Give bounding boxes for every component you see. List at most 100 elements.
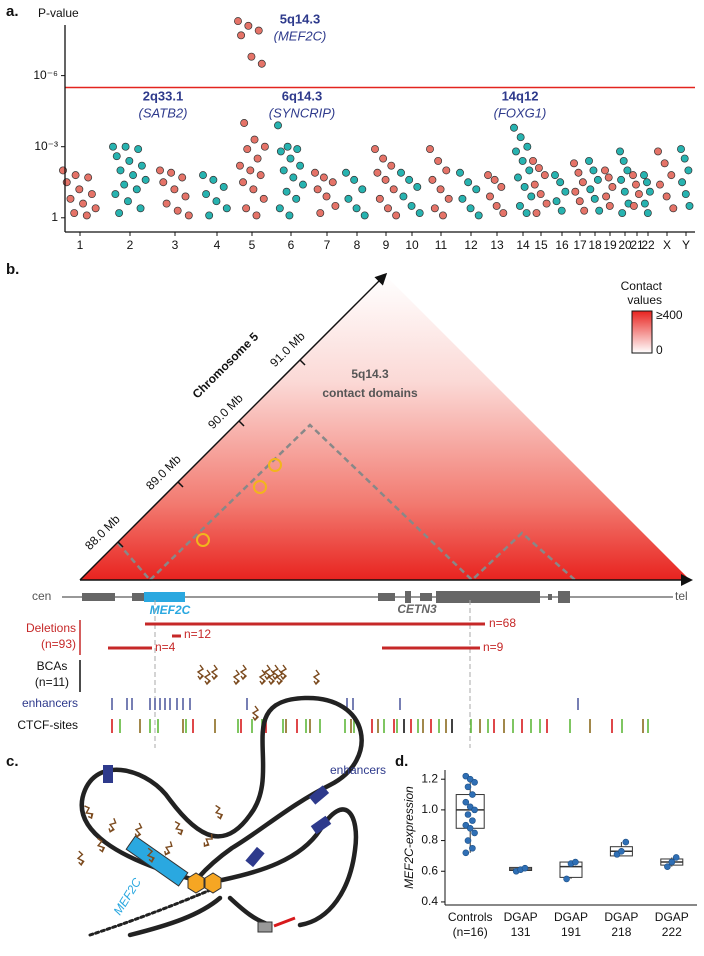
snp-point <box>70 209 79 217</box>
snp-point <box>466 204 475 213</box>
x-tick-label: 6 <box>288 238 295 252</box>
snp-point <box>124 197 132 206</box>
box <box>455 794 485 829</box>
snp-point <box>246 166 255 175</box>
x-tick-label: 12 <box>464 238 478 252</box>
snp-point <box>571 187 580 196</box>
snp-point <box>685 201 694 210</box>
panel-label: d. <box>395 753 408 770</box>
data-point <box>618 848 625 855</box>
snp-point <box>178 173 187 182</box>
snp-point <box>286 154 295 163</box>
deletion-count: n=4 <box>155 640 176 654</box>
snp-point <box>601 166 609 175</box>
mef2c-gene <box>144 592 185 602</box>
x-tick-label: 1 <box>77 238 84 252</box>
snp-point <box>222 204 231 213</box>
snp-point <box>623 166 632 175</box>
x-tick-label: 191 <box>561 925 581 939</box>
x-tick-label: 13 <box>490 238 504 252</box>
zigzag-arrow <box>239 664 248 681</box>
gene-track: cen tel MEF2C CETN3 Deletions (n=93) n=6… <box>17 589 688 748</box>
snp-point <box>434 156 443 165</box>
snp-point <box>561 187 570 196</box>
colorbar <box>631 310 653 354</box>
x-tick-label: DGAP <box>504 910 538 924</box>
snp-point <box>209 175 218 184</box>
snp-point <box>360 211 369 220</box>
snp-point <box>415 209 424 217</box>
gene-label: MEF2C <box>150 603 191 617</box>
deletion-count: n=68 <box>489 616 516 630</box>
snp-point <box>313 185 322 194</box>
zigzag-arrow <box>279 664 288 681</box>
snp-point <box>515 201 524 210</box>
x-tick-label: Controls <box>448 910 493 924</box>
snp-point <box>279 166 288 175</box>
snp-point <box>121 142 130 151</box>
data-point <box>469 844 476 852</box>
schematic <box>79 695 364 938</box>
panel-label: a. <box>6 3 19 20</box>
x-tick-label: 20 <box>618 238 632 252</box>
snp-point <box>518 156 527 165</box>
snp-point <box>629 201 638 210</box>
zigzag-arrow <box>232 669 241 686</box>
snp-point <box>634 190 643 199</box>
x-tick-label: 21 <box>630 238 644 252</box>
zigzag-arrow <box>203 669 212 686</box>
track-label: (n=93) <box>41 637 76 651</box>
schematic-label: MEF2C <box>111 875 145 917</box>
x-tick-label: 8 <box>354 238 361 252</box>
data-point <box>563 875 570 883</box>
snp-point <box>167 168 176 177</box>
zigzag-arrow <box>174 821 184 836</box>
x-tick-label: 17 <box>573 238 587 252</box>
x-tick-label: 18 <box>588 238 602 252</box>
x-tick-label: DGAP <box>655 910 689 924</box>
snp-point <box>522 209 531 217</box>
colorbar-title: Contact <box>621 279 663 293</box>
snp-point <box>239 178 247 187</box>
x-tick-label: DGAP <box>604 910 638 924</box>
snp-point <box>669 204 678 213</box>
hic-map: 88.0 Mb 89.0 Mb 90.0 Mb 91.0 Mb Chromoso… <box>79 272 693 586</box>
panel-label: c. <box>6 753 19 770</box>
snp-point <box>289 173 298 182</box>
snp-point <box>552 197 561 206</box>
snp-point <box>66 194 75 203</box>
snp-point <box>605 201 614 210</box>
snp-point <box>640 171 648 180</box>
snp-point <box>527 192 536 201</box>
snp-point <box>71 171 80 180</box>
snp-point <box>373 168 382 177</box>
data-point <box>464 811 472 818</box>
snp-point <box>276 147 285 156</box>
snp-point <box>170 185 179 194</box>
y-tick-label: 0.4 <box>421 894 438 908</box>
snp-point <box>556 178 565 187</box>
snp-point <box>499 209 508 217</box>
heatmap <box>80 275 690 580</box>
data-point <box>521 864 529 872</box>
snp-point <box>285 211 294 220</box>
snp-point <box>436 185 445 194</box>
snp-point <box>111 190 120 199</box>
snp-point <box>82 211 91 220</box>
snp-point <box>379 154 388 163</box>
snp-point <box>275 204 284 213</box>
chromosome-label: Chromosome 5 <box>190 329 262 401</box>
snp-point <box>405 175 414 184</box>
snp-point <box>632 180 640 189</box>
data-point <box>664 863 671 870</box>
snp-point <box>586 185 595 194</box>
annotation-gene: (SATB2) <box>139 105 188 120</box>
snp-point <box>387 161 396 170</box>
annotation-gene: (FOXG1) <box>494 105 547 120</box>
x-tick-label: 222 <box>662 925 682 939</box>
snp-point <box>604 173 613 182</box>
zigzag-arrow <box>210 664 219 681</box>
x-tick-label: 9 <box>383 238 390 252</box>
snp-point <box>484 171 492 180</box>
domain-label: 5q14.3 <box>351 367 389 381</box>
